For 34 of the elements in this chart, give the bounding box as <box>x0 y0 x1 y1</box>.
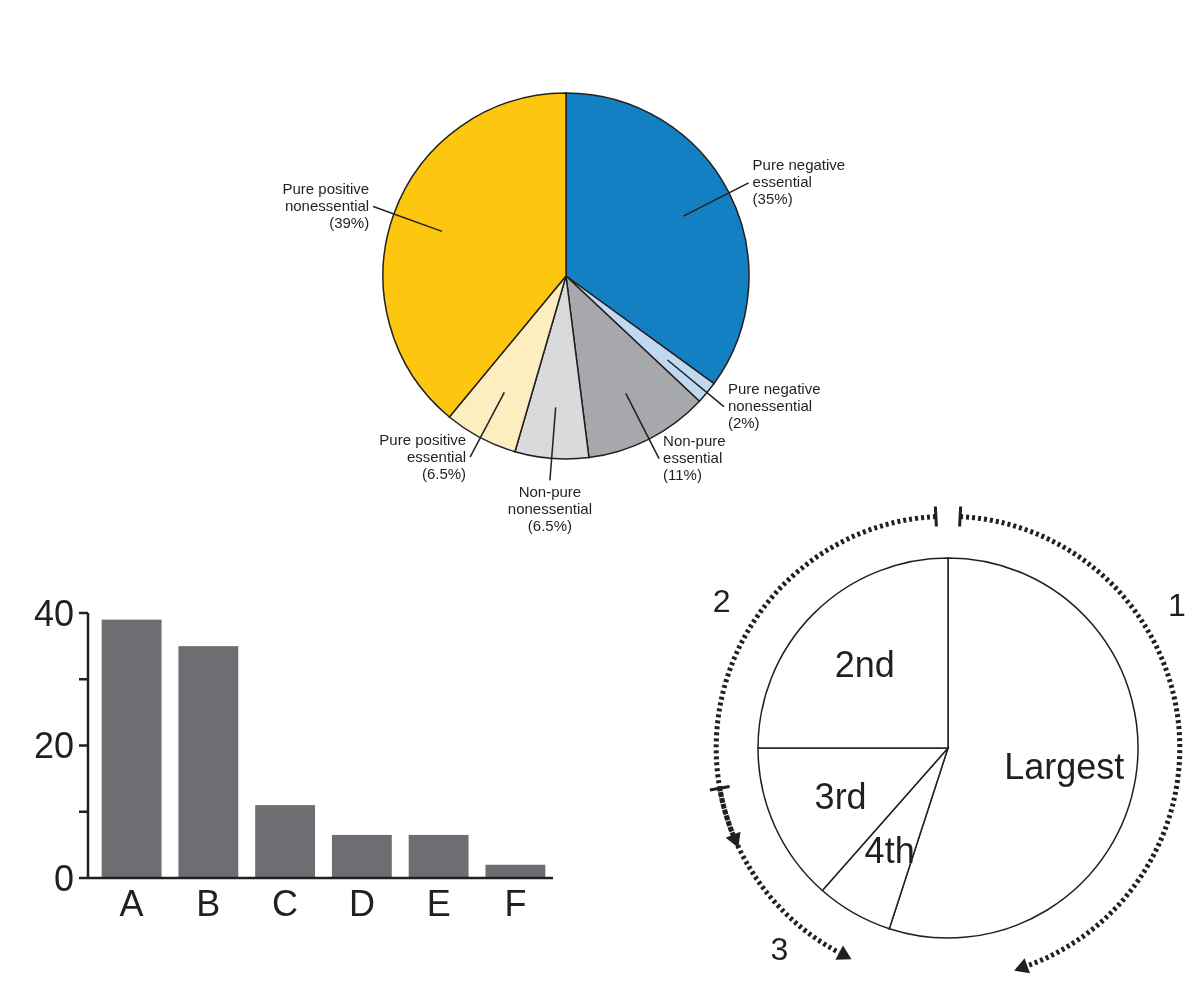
data-label: (2%) <box>727 414 760 432</box>
slice-label: Non-pure essential <box>663 432 726 467</box>
x-tick-label: B <box>196 883 221 924</box>
x-tick-label: E <box>426 883 451 924</box>
text: 2 <box>712 583 731 620</box>
y-tick-label: 20 <box>33 725 74 766</box>
x-tick-label: D <box>348 883 375 924</box>
data-label: (39%) <box>329 214 370 232</box>
bar <box>408 834 469 878</box>
slice-label: 4th <box>864 829 915 871</box>
bar <box>331 834 392 878</box>
slice-label: 2nd <box>834 644 895 686</box>
bar <box>485 864 546 878</box>
slice-label: Non-pure nonessential <box>507 483 593 518</box>
bar <box>101 619 162 878</box>
bar <box>178 646 239 878</box>
text: 3 <box>770 930 789 967</box>
legend-label: 3rd <box>814 775 867 817</box>
x-tick-label: A <box>119 883 144 924</box>
bar <box>255 805 316 878</box>
y-tick-label: 40 <box>33 592 74 634</box>
slice-label: Pure negative nonessential <box>727 380 821 415</box>
x-tick-label: C <box>272 883 299 924</box>
data-label: (35%) <box>752 190 793 208</box>
slice-label: Pure negative essential <box>752 156 846 191</box>
slice-label: Largest <box>1004 745 1125 787</box>
slice-label: Pure positive essential <box>379 430 467 465</box>
data-label: (6.5%) <box>421 464 467 482</box>
data-label: (6.5%) <box>527 517 573 535</box>
x-tick-label: F <box>504 883 527 924</box>
data-label: (11%) <box>663 466 702 484</box>
text: 1 <box>1167 587 1186 624</box>
slice-label: Pure positive nonessential <box>282 180 370 215</box>
y-tick-label: 0 <box>53 857 74 899</box>
